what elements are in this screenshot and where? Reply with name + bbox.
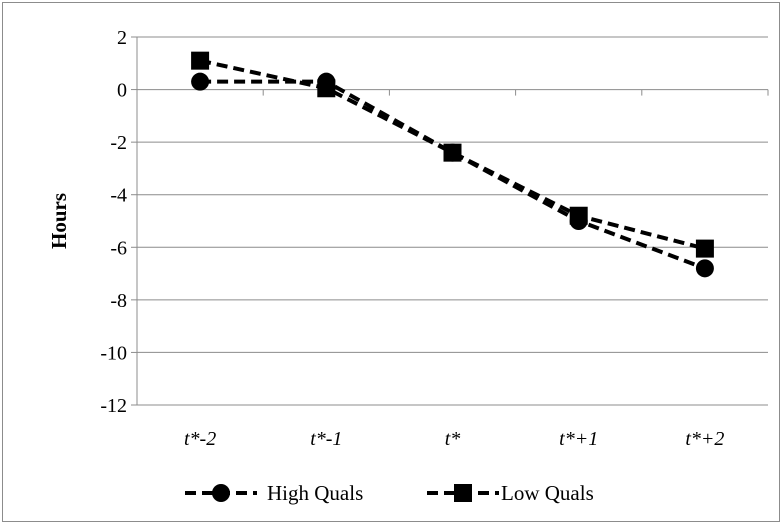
- data-point-low-quals: [191, 51, 210, 70]
- y-tick-label: -2: [110, 132, 127, 154]
- y-tick-label: -4: [110, 185, 127, 207]
- y-tick-label: -6: [110, 237, 127, 259]
- legend-item: High Quals: [185, 481, 363, 505]
- y-tick-label: -10: [100, 342, 127, 364]
- series-lines: [191, 51, 714, 278]
- legend-item: Low Quals: [427, 481, 594, 505]
- legend: High Quals Low Quals: [185, 481, 594, 505]
- legend-circle-marker: [212, 484, 230, 502]
- x-tick-label: t*+2: [685, 428, 724, 450]
- data-point-low-quals: [443, 143, 462, 162]
- x-tick-label: t*-1: [310, 428, 342, 450]
- axes: [131, 36, 769, 406]
- data-point-low-quals: [317, 79, 336, 98]
- x-tick-labels: t*-2 t*-1 t* t*+1 t*+2: [184, 428, 724, 450]
- y-tick-label: -8: [110, 290, 127, 312]
- data-point-low-quals: [695, 239, 714, 258]
- y-tick-label: -12: [100, 395, 127, 417]
- data-point-high-quals: [191, 72, 210, 91]
- legend-square-marker: [454, 484, 472, 502]
- chart-area: [2, 2, 780, 522]
- data-point-high-quals: [695, 259, 714, 278]
- series-line-low-quals: [199, 58, 706, 251]
- y-tick-labels: 2 0 -2 -4 -6 -8 -10 -12: [100, 27, 127, 417]
- series-line-high-quals: [200, 79, 706, 271]
- x-tick-label: t*: [445, 428, 461, 450]
- gridlines: [137, 36, 768, 353]
- x-tick-label: t*-2: [184, 428, 216, 450]
- legend-label: High Quals: [267, 481, 363, 505]
- y-tick-label: 2: [117, 27, 127, 49]
- data-point-low-quals: [569, 206, 588, 225]
- x-tick-label: t*+1: [559, 428, 598, 450]
- y-axis-title: Hours: [47, 193, 71, 249]
- legend-label: Low Quals: [501, 481, 594, 505]
- y-tick-label: 0: [117, 80, 127, 102]
